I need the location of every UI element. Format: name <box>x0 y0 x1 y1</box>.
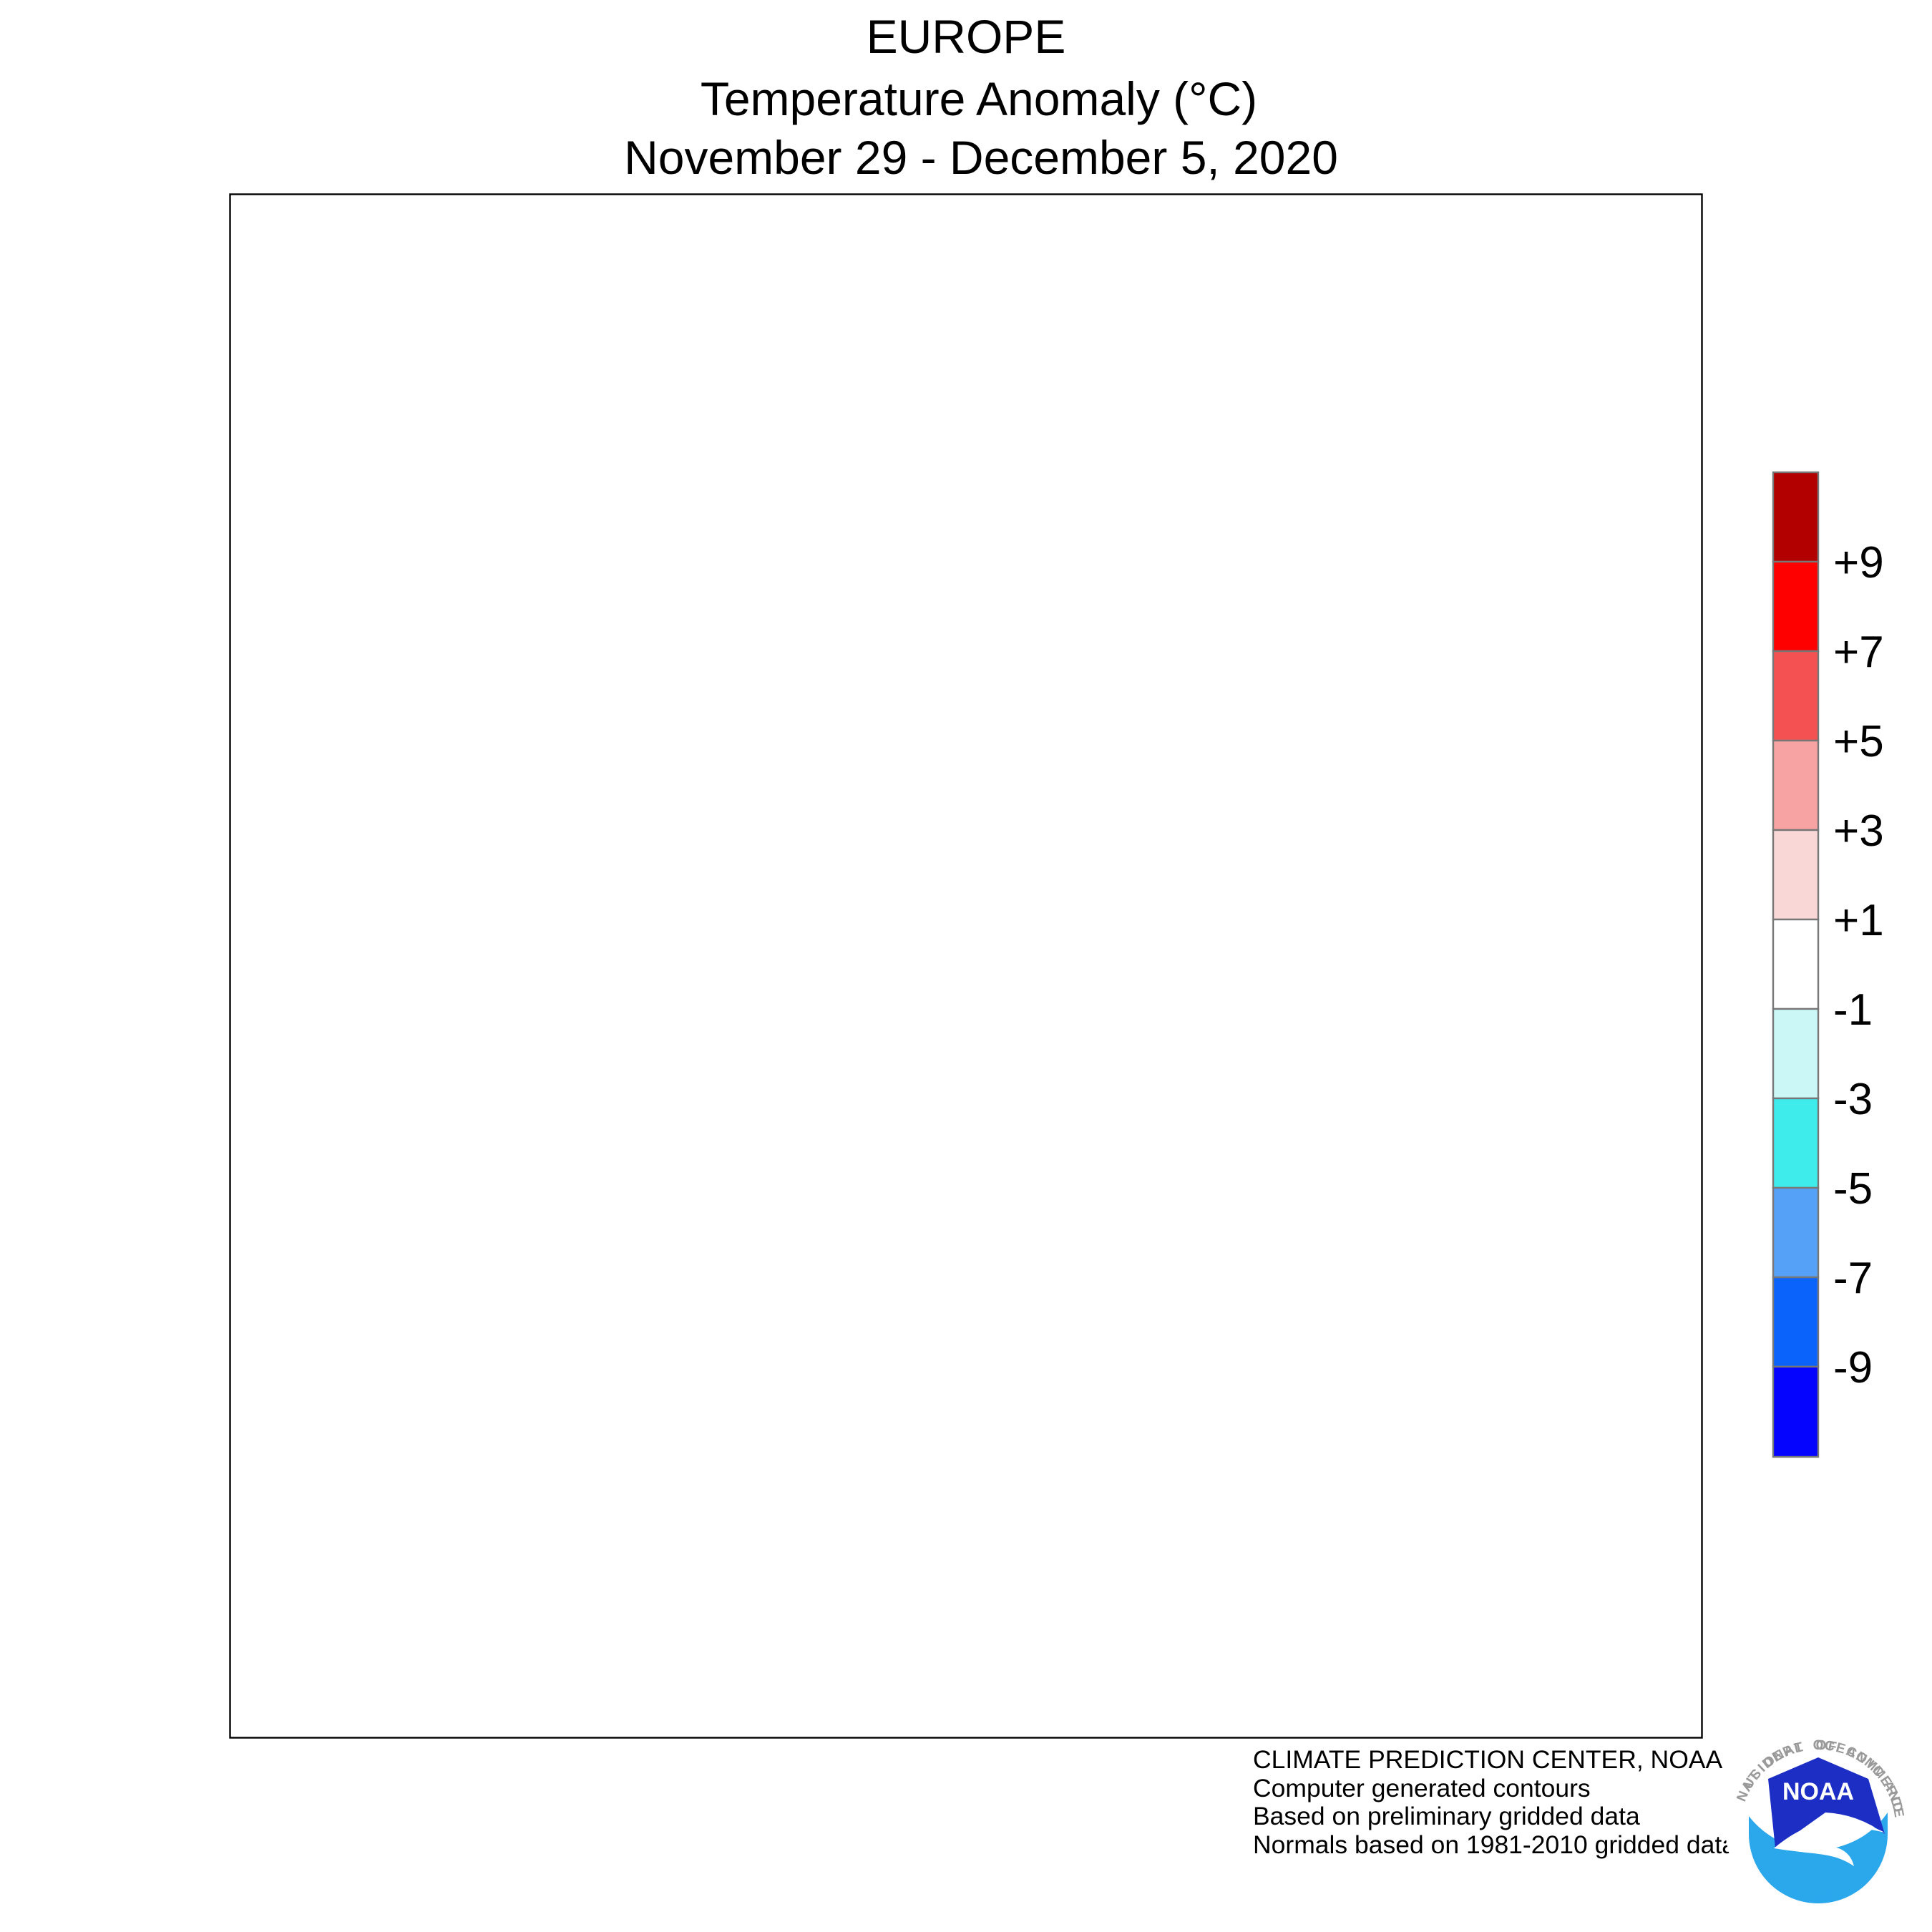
svg-text:C: C <box>1824 1738 1836 1755</box>
svg-text:F: F <box>1827 1739 1838 1755</box>
svg-text:November 29 - December 5, 2020: November 29 - December 5, 2020 <box>624 131 1338 184</box>
svg-text:Computer generated contours: Computer generated contours <box>1253 1774 1591 1802</box>
svg-text:Based on preliminary gridded d: Based on preliminary gridded data <box>1253 1802 1640 1830</box>
svg-text:T: T <box>1792 1740 1805 1756</box>
svg-text:-1: -1 <box>1833 985 1873 1035</box>
svg-text:D: D <box>1888 1800 1906 1813</box>
svg-text:E: E <box>1890 1807 1906 1818</box>
svg-text:CLIMATE PREDICTION CENTER, NOA: CLIMATE PREDICTION CENTER, NOAA <box>1253 1745 1722 1774</box>
svg-text:+1: +1 <box>1833 896 1884 945</box>
svg-text:C: C <box>1887 1795 1904 1809</box>
svg-text:Normals based on 1981-2010 gri: Normals based on 1981-2010 gridded data <box>1253 1830 1736 1859</box>
svg-text:O: O <box>1815 1738 1827 1754</box>
svg-text:+3: +3 <box>1833 806 1884 856</box>
svg-text:E: E <box>1834 1740 1847 1757</box>
svg-text:-7: -7 <box>1833 1254 1873 1303</box>
svg-text:-3: -3 <box>1833 1075 1873 1124</box>
svg-text:-5: -5 <box>1833 1164 1873 1214</box>
svg-text:NOAA: NOAA <box>1782 1778 1854 1805</box>
svg-text:Temperature Anomaly (°C): Temperature Anomaly (°C) <box>701 72 1257 125</box>
svg-text:-9: -9 <box>1833 1343 1873 1392</box>
svg-text:EUROPE: EUROPE <box>867 10 1066 63</box>
svg-text:+5: +5 <box>1833 717 1884 766</box>
svg-text:O: O <box>1813 1738 1824 1753</box>
svg-text:+9: +9 <box>1833 538 1884 587</box>
svg-text:+7: +7 <box>1833 628 1884 677</box>
svg-text:L: L <box>1792 1740 1805 1756</box>
